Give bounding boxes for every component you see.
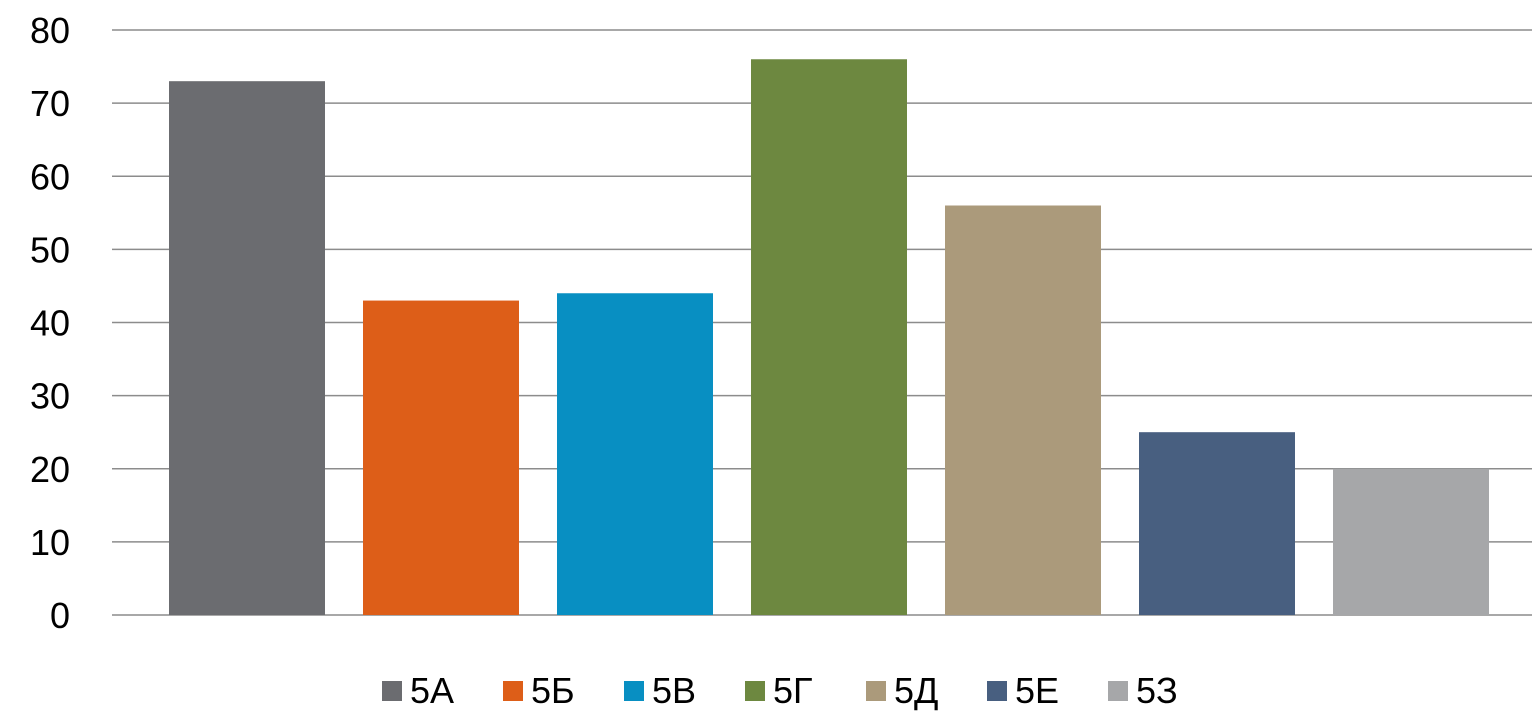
bar-5Б	[363, 300, 519, 615]
y-axis-tick-labels: 0 10 20 30 40 50 60 70 80	[30, 10, 70, 636]
legend-label: 5З	[1136, 670, 1178, 711]
legend: 5А 5Б 5В 5Г 5Д 5Е 5З	[382, 670, 1178, 711]
bars	[169, 59, 1489, 615]
y-tick-label: 70	[30, 83, 70, 124]
legend-label: 5Е	[1015, 670, 1059, 711]
legend-label: 5Г	[773, 670, 813, 711]
legend-swatch	[503, 681, 523, 701]
y-tick-label: 10	[30, 522, 70, 563]
y-tick-label: 40	[30, 303, 70, 344]
bar-5Д	[945, 205, 1101, 615]
legend-swatch	[382, 681, 402, 701]
y-tick-label: 20	[30, 449, 70, 490]
legend-label: 5В	[652, 670, 696, 711]
legend-swatch	[624, 681, 644, 701]
y-tick-label: 80	[30, 10, 70, 51]
y-tick-label: 50	[30, 229, 70, 270]
legend-swatch	[987, 681, 1007, 701]
bar-5Г	[751, 59, 907, 615]
bar-5А	[169, 81, 325, 615]
legend-swatch	[1108, 681, 1128, 701]
legend-label: 5Д	[894, 670, 938, 711]
legend-label: 5Б	[531, 670, 575, 711]
bar-5Е	[1139, 432, 1295, 615]
y-tick-label: 30	[30, 376, 70, 417]
y-tick-label: 0	[50, 595, 70, 636]
legend-swatch	[866, 681, 886, 701]
y-tick-label: 60	[30, 156, 70, 197]
bar-5З	[1333, 468, 1489, 615]
legend-label: 5А	[410, 670, 454, 711]
bar-5В	[557, 293, 713, 615]
legend-swatch	[745, 681, 765, 701]
